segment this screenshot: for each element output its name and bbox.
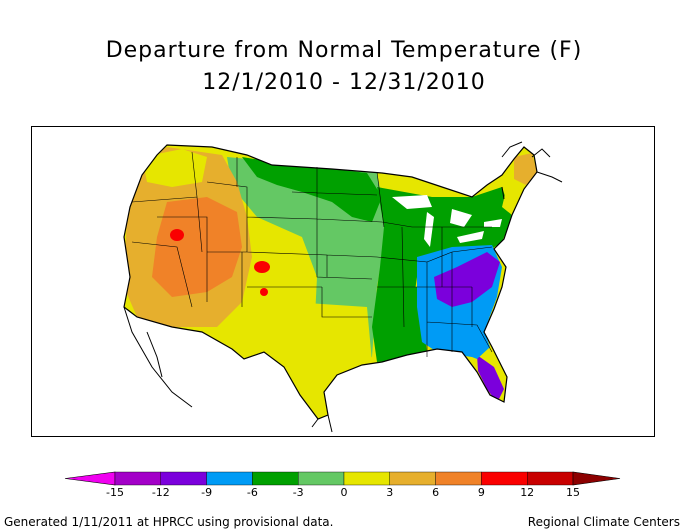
legend-tick-label: 0 — [341, 486, 348, 499]
map-title: Departure from Normal Temperature (F) — [105, 38, 583, 63]
color-legend: -15 -12 -9 -6 -3 0 3 6 9 12 15 — [64, 471, 621, 499]
legend-tick-label: 3 — [386, 486, 393, 499]
map-frame — [31, 126, 655, 437]
legend-bin — [435, 471, 482, 486]
legend-bin — [114, 471, 161, 486]
legend-bin — [252, 471, 299, 486]
legend-tick-label: -15 — [106, 486, 124, 499]
legend-tick-label: 12 — [520, 486, 534, 499]
credit-label: Regional Climate Centers — [527, 515, 680, 529]
legend-bin — [343, 471, 390, 486]
legend-tick-label: 9 — [478, 486, 485, 499]
legend-bin — [206, 471, 253, 486]
map-date-range: 12/1/2010 - 12/31/2010 — [202, 70, 486, 95]
legend-tick-label: -12 — [152, 486, 170, 499]
legend-bin — [160, 471, 207, 486]
legend-tick-label: 6 — [432, 486, 439, 499]
legend-tick-label: -6 — [247, 486, 258, 499]
generated-note: Generated 1/11/2011 at HPRCC using provi… — [4, 515, 334, 529]
legend-high-arrow — [572, 471, 621, 486]
legend-low-arrow — [64, 471, 116, 486]
legend-bin — [527, 471, 574, 486]
state-boundaries — [131, 151, 493, 357]
legend-tick-label: -3 — [293, 486, 304, 499]
neighbor-coastlines — [123, 141, 563, 433]
legend-bin — [389, 471, 436, 486]
legend-bin — [481, 471, 528, 486]
legend-bin — [298, 471, 345, 486]
legend-tick-label: -9 — [201, 486, 212, 499]
temperature-fill — [124, 145, 537, 419]
legend-tick-label: 15 — [566, 486, 580, 499]
us-temperature-departure-map — [123, 141, 563, 433]
